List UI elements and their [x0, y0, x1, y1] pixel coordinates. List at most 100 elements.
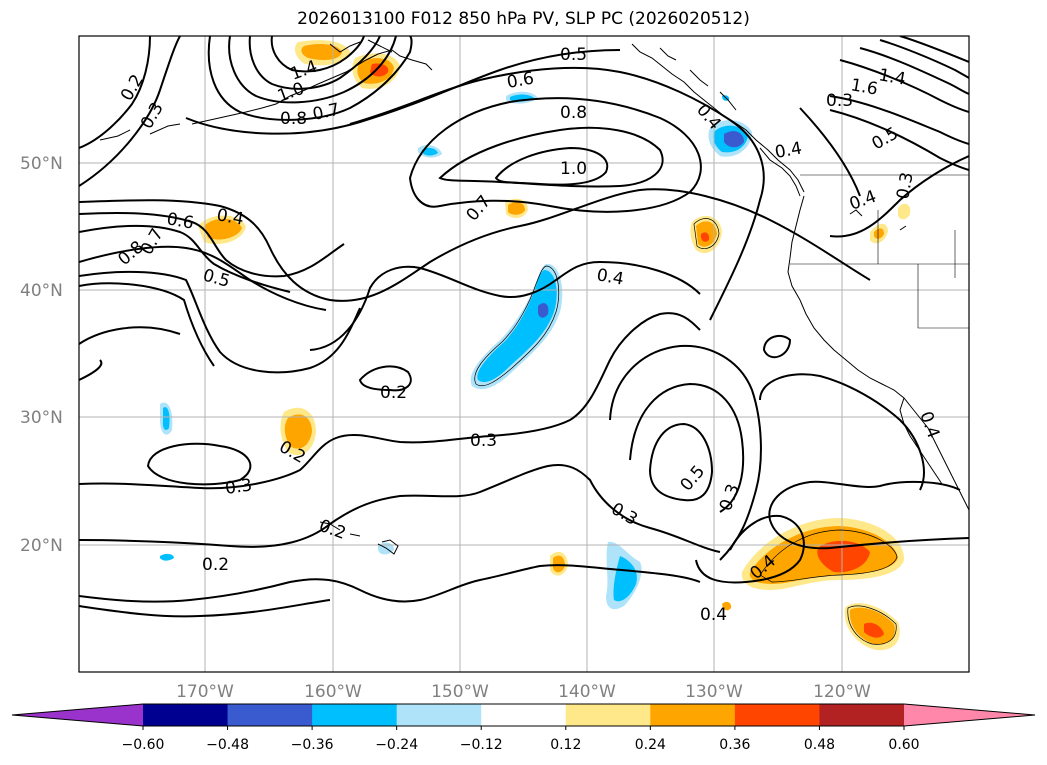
- slp-contour: [839, 59, 969, 113]
- colorbar-tick-label: 0.48: [804, 737, 835, 753]
- slp-contour: [248, 36, 381, 90]
- contour-label: 0.2: [117, 71, 148, 104]
- contour-label: 0.8: [560, 103, 587, 123]
- colorbar-segment: [396, 704, 482, 726]
- pv-negative-patch: [477, 270, 557, 383]
- contour-label: 1.0: [560, 159, 587, 179]
- contour-label: 0.4: [700, 605, 727, 625]
- longitude-label: 170°W: [176, 682, 234, 702]
- colorbar-segment: [312, 704, 398, 726]
- slp-contour: [79, 270, 361, 374]
- pv-positive-patch: [722, 601, 732, 611]
- colorbar-segment: [819, 704, 905, 726]
- contour-label: 1.4: [877, 65, 907, 89]
- slp-contour: [79, 464, 721, 553]
- latitude-label: 30°N: [20, 408, 63, 428]
- contour-label: 0.2: [380, 383, 407, 403]
- colorbar-extend-low: [12, 704, 143, 726]
- colorbar-segment: [481, 704, 567, 726]
- contour-label: 0.7: [311, 100, 342, 125]
- pv-positive-patch: [204, 218, 242, 240]
- pv-positive-patch: [864, 622, 884, 638]
- slp-contour: [438, 126, 664, 188]
- contour-label: 1.6: [849, 75, 879, 99]
- slp-contour: [695, 514, 805, 584]
- slp-contour: [79, 36, 181, 187]
- longitude-label: 160°W: [304, 682, 362, 702]
- pv-outlines: [474, 218, 898, 645]
- colorbar: −0.60 −0.48 −0.36 −0.24 −0.12 0.12 0.24 0.36 0.4…: [11, 703, 1036, 753]
- colorbar-segment: [565, 704, 651, 726]
- pv-negative-patch: [538, 303, 549, 318]
- colorbar-tick-label: 0.24: [635, 737, 666, 753]
- colorbar-tick-label: 0.60: [888, 737, 919, 753]
- slp-contour: [79, 224, 291, 293]
- pv-negative-patch: [724, 131, 744, 148]
- slp-contour: [185, 49, 621, 135]
- slp-contour: [349, 66, 765, 321]
- contour-label: 0.3: [224, 475, 254, 499]
- map-title: 2026013100 F012 850 hPa PV, SLP PC (2026…: [297, 9, 750, 29]
- latitude-label: 40°N: [20, 281, 63, 301]
- contour-label: 0.5: [869, 123, 902, 154]
- colorbar-extend-high: [904, 704, 1035, 726]
- colorbar-tick-label: −0.48: [206, 737, 249, 753]
- colorbar-tick-label: −0.60: [122, 737, 165, 753]
- contour-label: 0.7: [463, 192, 496, 226]
- slp-contour: [79, 282, 215, 367]
- colorbar-tick-label: −0.12: [460, 737, 503, 753]
- slp-contour: [79, 36, 151, 149]
- slp-contour: [79, 564, 701, 603]
- contour-label: 0.5: [560, 45, 587, 65]
- colorbar-segment: [734, 704, 820, 726]
- contour-label: 0.3: [137, 99, 168, 132]
- slp-contour: [146, 442, 252, 486]
- slp-contour: [79, 211, 345, 278]
- slp-contour: [408, 97, 702, 213]
- map-frame: [78, 35, 970, 673]
- slp-contour: [609, 344, 762, 561]
- contour-label: 0.3: [893, 171, 917, 201]
- longitude-label: 120°W: [813, 682, 871, 702]
- slp-contour: [494, 146, 609, 186]
- latitude-label: 50°N: [20, 154, 63, 174]
- pv-negative-patch: [422, 147, 438, 156]
- slp-contour: [79, 599, 331, 618]
- longitude-label: 140°W: [558, 682, 616, 702]
- pv-negative-patch: [613, 556, 637, 602]
- colorbar-segment: [650, 704, 736, 726]
- pv-shading: [160, 40, 911, 651]
- slp-contour: [799, 107, 861, 197]
- contour-label: 0.3: [608, 499, 641, 530]
- contour-label: 0.4: [847, 187, 879, 215]
- slp-contour: [829, 95, 969, 145]
- slp-contour: [309, 260, 701, 351]
- colorbar-tick-label: −0.36: [291, 737, 334, 753]
- pv-positive-patch: [301, 44, 342, 60]
- colorbar-segment: [227, 704, 313, 726]
- contour-label: 0.4: [915, 409, 943, 441]
- pv-positive-patch: [370, 63, 389, 77]
- contour-label: 0.2: [316, 516, 348, 544]
- slp-contour: [899, 36, 969, 63]
- slp-contour: [648, 422, 714, 502]
- slp-contour: [207, 36, 413, 121]
- pv-positive-patch: [700, 232, 710, 242]
- pv-positive-patch: [553, 555, 565, 573]
- latitude-label: 20°N: [20, 536, 63, 556]
- slp-contours: [79, 36, 969, 618]
- slp-contour: [79, 245, 327, 311]
- slp-contour: [762, 334, 792, 359]
- slp-contour: [358, 365, 412, 392]
- pv-positive-patch: [898, 203, 911, 220]
- slp-contour: [829, 109, 969, 171]
- colorbar-tick-label: −0.24: [375, 737, 418, 753]
- political-borders: [790, 174, 969, 329]
- contour-label: 0.4: [595, 265, 625, 289]
- contour-label: 0.6: [165, 209, 195, 233]
- contour-label: 0.2: [202, 555, 229, 575]
- slp-contour: [79, 188, 871, 302]
- contour-label: 0.6: [505, 69, 535, 93]
- contour-label: 0.3: [826, 91, 853, 111]
